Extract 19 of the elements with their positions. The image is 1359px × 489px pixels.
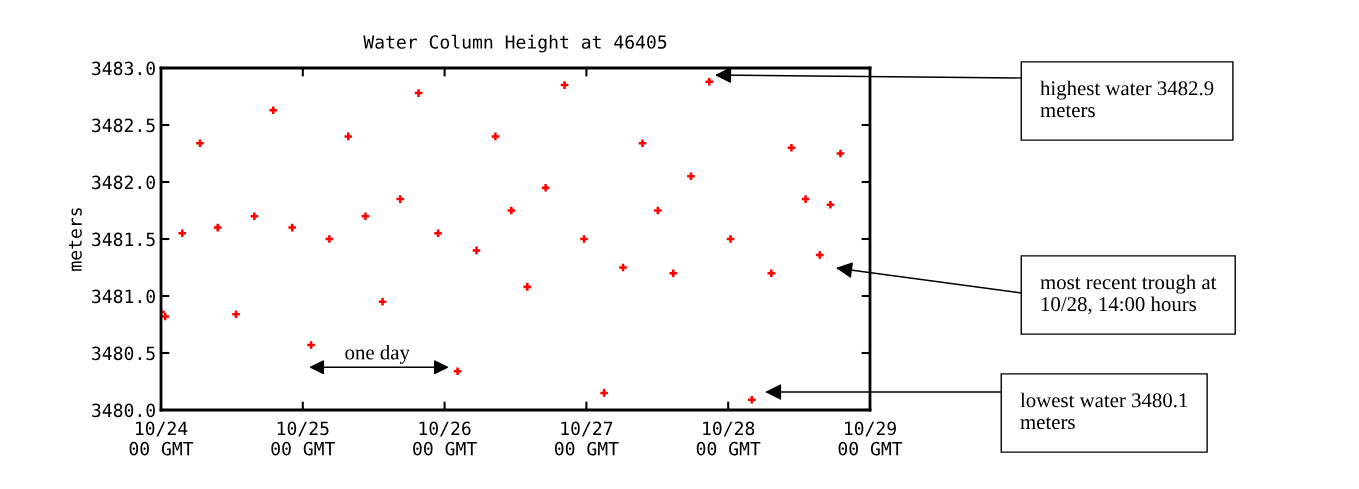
y-tick-label: 3482.5 <box>92 118 155 133</box>
chart-title: Water Column Height at 46405 <box>363 34 667 53</box>
x-tick-label: 10/24 00 GMT <box>129 421 194 456</box>
y-tick-label: 3481.5 <box>92 232 155 247</box>
y-tick-label: 3480.0 <box>92 403 155 418</box>
y-tick-label: 3480.5 <box>92 346 155 361</box>
y-axis-title: meters <box>68 208 82 271</box>
y-tick-label: 3481.0 <box>92 289 155 304</box>
text: lowest water 3480.1 meters <box>1020 392 1188 430</box>
y-tick-label: 3482.0 <box>92 175 155 190</box>
annotation: one day <box>345 344 410 364</box>
x-tick-label: 10/25 00 GMT <box>271 421 335 456</box>
x-tick-label: 10/28 00 GMT <box>696 421 761 456</box>
y-tick-label: 3483.0 <box>92 61 155 76</box>
x-tick-label: 10/27 00 GMT <box>554 421 619 456</box>
text: highest water 3482.9 meters <box>1040 80 1214 118</box>
text: most recent trough at 10/28, 14:00 hours <box>1040 274 1217 315</box>
x-tick-label: 10/26 00 GMT <box>413 421 477 456</box>
x-tick-label: 10/29 00 GMT <box>838 421 903 456</box>
